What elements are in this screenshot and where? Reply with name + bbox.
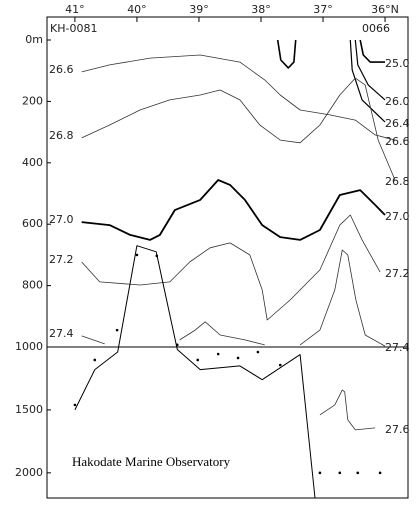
sample-point	[115, 328, 119, 332]
sample-point	[338, 471, 342, 475]
isopycnal	[81, 54, 396, 141]
station-right: 0066	[362, 22, 390, 35]
isopycnal	[81, 214, 381, 321]
contour-label: 26.6	[49, 63, 74, 76]
isopycnal	[81, 77, 396, 181]
sample-point	[256, 350, 260, 354]
x-tick-label: 38°	[251, 3, 271, 16]
isopycnal	[319, 389, 376, 431]
contour-label: 25.0	[385, 57, 410, 70]
sample-point	[318, 471, 322, 475]
y-tick-label: 800	[22, 279, 43, 292]
sample-point	[135, 253, 139, 257]
sample-point	[356, 471, 360, 475]
sample-point	[155, 254, 159, 258]
y-tick-label: 1500	[15, 403, 43, 416]
y-tick-label: 1000	[15, 340, 43, 353]
contour-label: 26.0	[385, 95, 410, 108]
contour-label: 26.4	[385, 117, 410, 130]
isopycnal	[81, 179, 386, 241]
y-tick-label: 400	[22, 156, 43, 169]
contour-label: 27.0	[385, 210, 410, 223]
sample-point	[196, 358, 200, 362]
sample-point	[378, 471, 382, 475]
y-tick-label: 200	[22, 94, 43, 107]
contour-label: 27.4	[385, 341, 410, 354]
sample-point	[175, 343, 179, 347]
annotation: Hakodate Marine Observatory	[72, 454, 231, 469]
contour-label: 27.2	[49, 253, 74, 266]
contour-label: 26.6	[385, 135, 410, 148]
x-tick-label: 40°	[127, 3, 147, 16]
x-tick-label: 41°	[65, 3, 85, 16]
sample-point	[216, 352, 220, 356]
isopycnal	[354, 39, 386, 101]
contour-label: 27.0	[49, 213, 74, 226]
sample-point	[73, 403, 77, 407]
x-tick-label: 37°	[313, 3, 333, 16]
contour-label: 27.4	[49, 327, 74, 340]
frame	[46, 16, 409, 499]
contour-label: 27.6	[385, 423, 410, 436]
y-tick-label: 2000	[15, 466, 43, 479]
bottom-topography	[74, 245, 316, 499]
contour-label: 27.2	[385, 267, 410, 280]
y-tick-label: 0m	[25, 33, 43, 46]
isopycnal	[349, 39, 386, 123]
contour-label: 26.8	[385, 175, 410, 188]
sample-point	[93, 358, 97, 362]
x-tick-label: 39°	[189, 3, 209, 16]
station-left: KH-0081	[50, 22, 97, 35]
sample-point	[278, 363, 282, 367]
contour-label: 26.8	[49, 129, 74, 142]
x-tick-label: 36°N	[371, 3, 399, 16]
y-tick-label: 600	[22, 217, 43, 230]
sample-point	[236, 356, 240, 360]
isopycnal	[81, 249, 386, 347]
isopycnal	[276, 39, 385, 69]
